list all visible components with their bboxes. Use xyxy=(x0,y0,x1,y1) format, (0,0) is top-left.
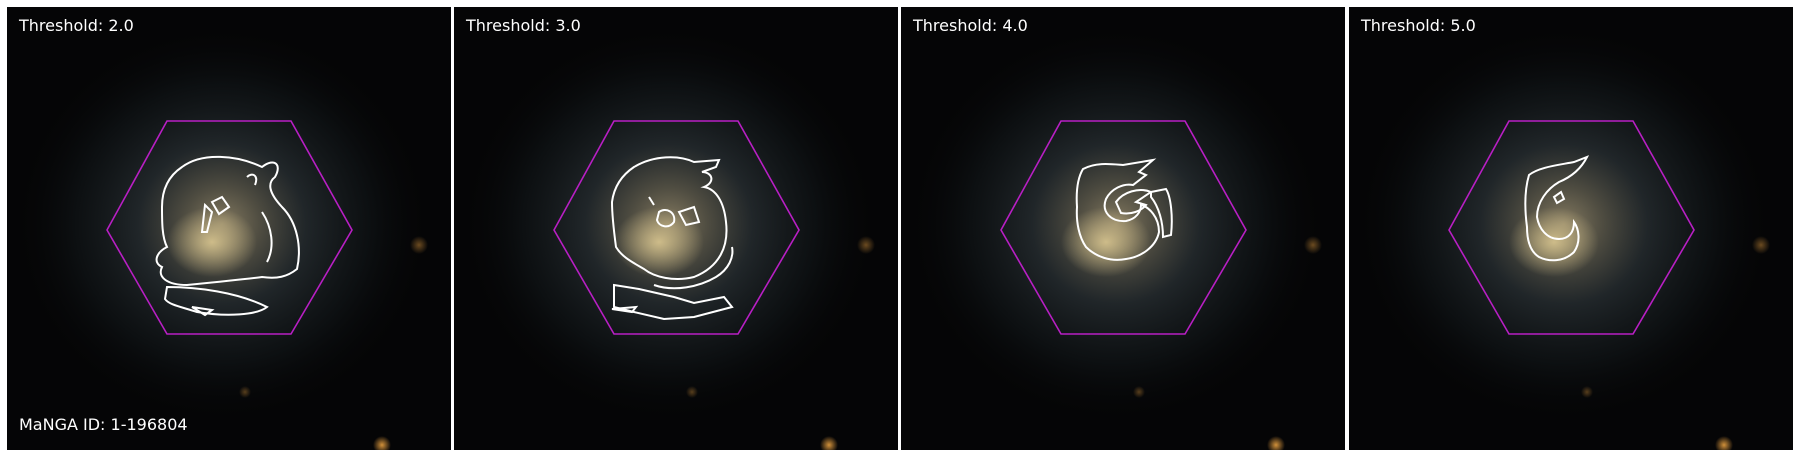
ifu-hexagon xyxy=(1000,120,1247,335)
ifu-hexagon xyxy=(1448,120,1695,335)
manga-id-label: MaNGA ID: 1-196804 xyxy=(19,415,188,434)
contour-set xyxy=(1524,155,1590,262)
galaxy-image xyxy=(454,7,898,450)
contour-set xyxy=(155,155,300,317)
overlay xyxy=(1000,120,1247,335)
galaxy-image xyxy=(901,7,1345,450)
panel-title: Threshold: 5.0 xyxy=(1361,16,1476,35)
overlay xyxy=(1448,120,1695,335)
ifu-hexagon xyxy=(553,120,800,335)
galaxy-image xyxy=(1349,7,1793,450)
panel-threshold-4: Threshold: 4.0 xyxy=(901,7,1345,450)
contour-set xyxy=(1075,158,1173,261)
galaxy-image xyxy=(7,7,451,450)
panel-title: Threshold: 4.0 xyxy=(913,16,1028,35)
panel-threshold-3: Threshold: 3.0 xyxy=(454,7,898,450)
panel-title: Threshold: 2.0 xyxy=(19,16,134,35)
panel-threshold-5: Threshold: 5.0 xyxy=(1349,7,1793,450)
contour-set xyxy=(610,156,734,321)
panel-title: Threshold: 3.0 xyxy=(466,16,581,35)
ifu-hexagon xyxy=(106,120,353,335)
overlay xyxy=(106,120,353,335)
overlay xyxy=(553,120,800,335)
panel-threshold-2: Threshold: 2.0 MaNGA ID: 1-196804 xyxy=(7,7,451,450)
